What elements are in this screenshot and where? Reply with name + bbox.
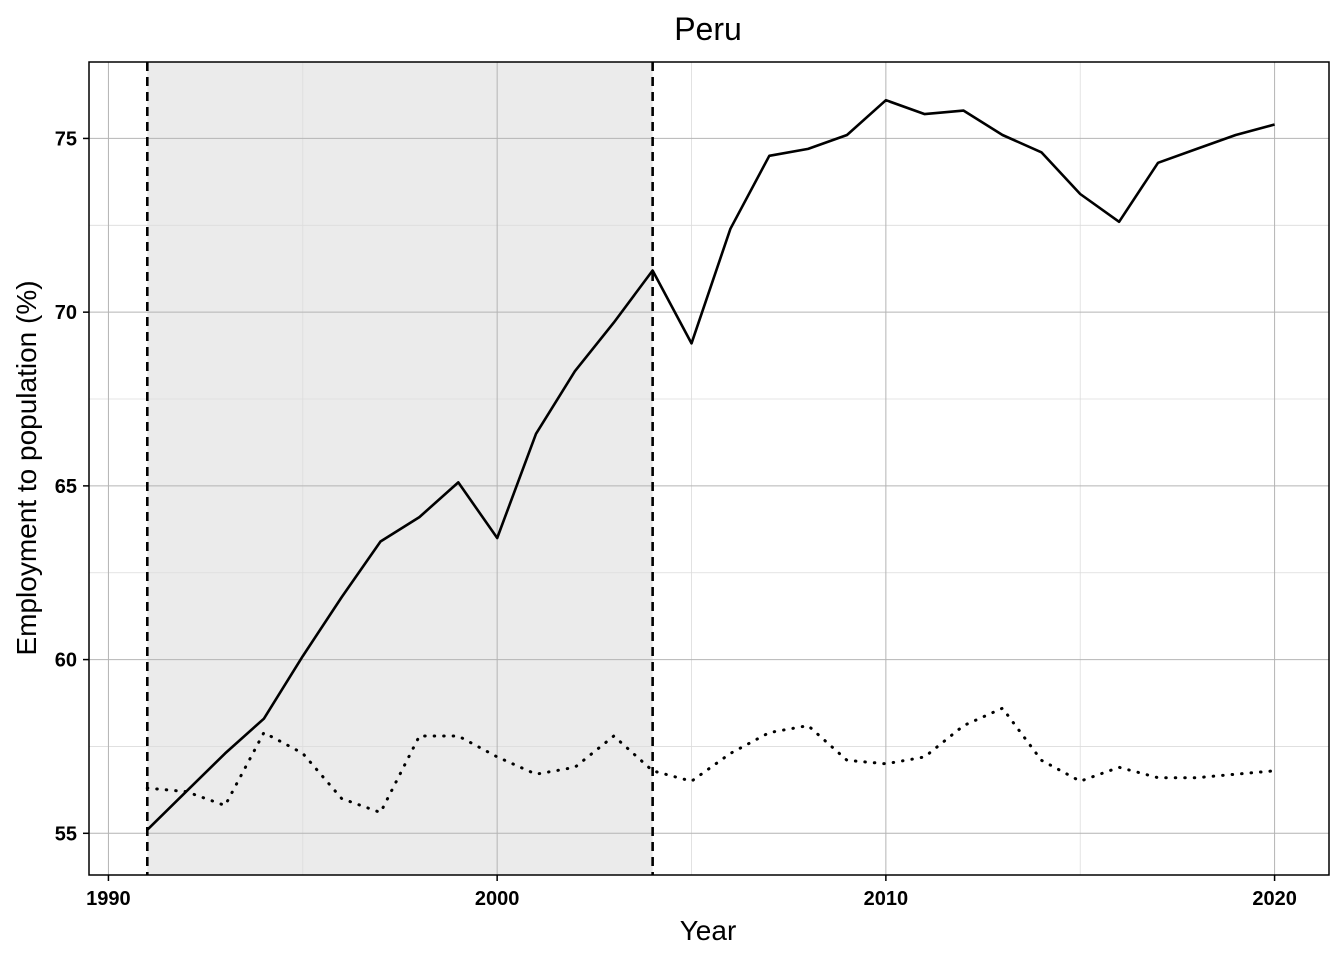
y-tick-label: 75 xyxy=(55,128,77,150)
chart-title: Peru xyxy=(674,11,742,47)
shaded-region xyxy=(147,62,653,875)
y-tick-label: 55 xyxy=(55,823,77,845)
plot-border xyxy=(88,61,1330,876)
y-tick-label: 65 xyxy=(55,476,77,498)
x-tick-label: 2010 xyxy=(864,888,909,910)
x-tick-label: 1990 xyxy=(86,888,131,910)
y-axis-title: Employment to population (%) xyxy=(11,280,42,655)
x-axis-title: Year xyxy=(680,915,737,946)
x-tick-label: 2020 xyxy=(1252,888,1297,910)
y-tick-label: 70 xyxy=(55,302,77,324)
y-tick-label: 60 xyxy=(55,650,77,672)
series-line-solid xyxy=(146,98,1275,831)
x-tick-label: 2000 xyxy=(475,888,520,910)
series-line-dotted xyxy=(145,706,1277,814)
